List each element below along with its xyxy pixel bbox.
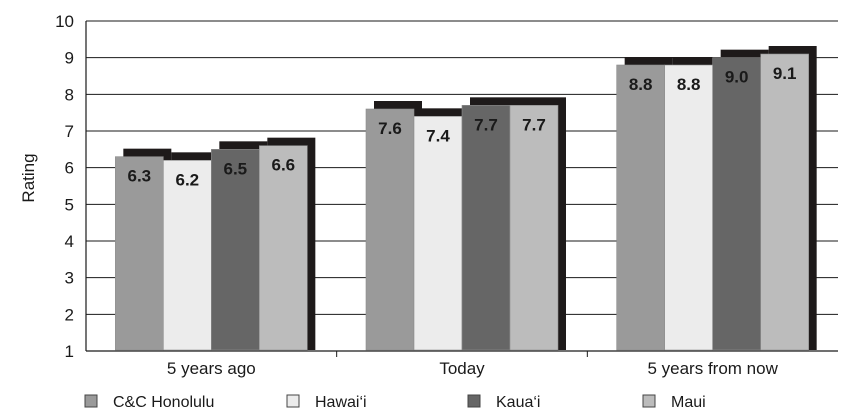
y-axis-label: Rating bbox=[19, 153, 38, 202]
x-tick-label: 5 years from now bbox=[647, 359, 778, 378]
y-tick-label: 10 bbox=[55, 12, 74, 31]
bar bbox=[509, 105, 559, 351]
data-label: 6.3 bbox=[128, 167, 152, 186]
bar bbox=[365, 108, 415, 351]
legend-swatch bbox=[84, 394, 98, 408]
data-label: 7.6 bbox=[378, 119, 402, 138]
bar bbox=[211, 149, 260, 351]
legend-swatch bbox=[467, 394, 481, 408]
legend-label: C&C Honolulu bbox=[113, 394, 214, 411]
y-tick-label: 4 bbox=[65, 232, 74, 251]
x-tick-label: Today bbox=[439, 359, 485, 378]
data-label: 8.8 bbox=[677, 75, 701, 94]
data-label: 7.7 bbox=[522, 115, 546, 134]
data-label: 7.4 bbox=[426, 126, 450, 145]
bar bbox=[616, 64, 665, 351]
y-tick-label: 5 bbox=[65, 195, 74, 214]
legend: C&C Honolulu Hawai‘i Kaua‘i Maui bbox=[84, 394, 706, 411]
data-label: 7.7 bbox=[474, 115, 498, 134]
bar bbox=[760, 53, 809, 351]
bar bbox=[163, 160, 212, 351]
data-label: 6.6 bbox=[272, 156, 296, 175]
bar bbox=[259, 145, 308, 351]
legend-label: Hawai‘i bbox=[315, 394, 367, 411]
bar bbox=[413, 116, 463, 351]
y-tick-label: 1 bbox=[65, 342, 74, 361]
labels: 1 2 3 4 5 6 7 8 9 10 5 years ago Today 5 years from … bbox=[55, 12, 796, 378]
x-tick-label: 5 years ago bbox=[167, 359, 256, 378]
legend-label: Kaua‘i bbox=[496, 394, 540, 411]
bar bbox=[664, 64, 713, 351]
legend-swatch bbox=[286, 394, 300, 408]
y-tick-label: 8 bbox=[65, 85, 74, 104]
data-label: 9.0 bbox=[725, 68, 749, 87]
legend-label: Maui bbox=[671, 394, 706, 411]
y-tick-label: 6 bbox=[65, 159, 74, 178]
legend-swatch bbox=[642, 394, 656, 408]
axes bbox=[85, 21, 838, 357]
bar bbox=[461, 105, 511, 351]
data-label: 6.5 bbox=[224, 159, 248, 178]
y-tick-label: 9 bbox=[65, 49, 74, 68]
bar bbox=[115, 156, 164, 351]
data-label: 6.2 bbox=[176, 170, 200, 189]
y-tick-label: 2 bbox=[65, 305, 74, 324]
data-label: 9.1 bbox=[773, 64, 797, 83]
y-tick-label: 7 bbox=[65, 122, 74, 141]
bar bbox=[712, 57, 761, 351]
bars bbox=[115, 46, 817, 351]
data-label: 8.8 bbox=[629, 75, 653, 94]
y-tick-label: 3 bbox=[65, 269, 74, 288]
